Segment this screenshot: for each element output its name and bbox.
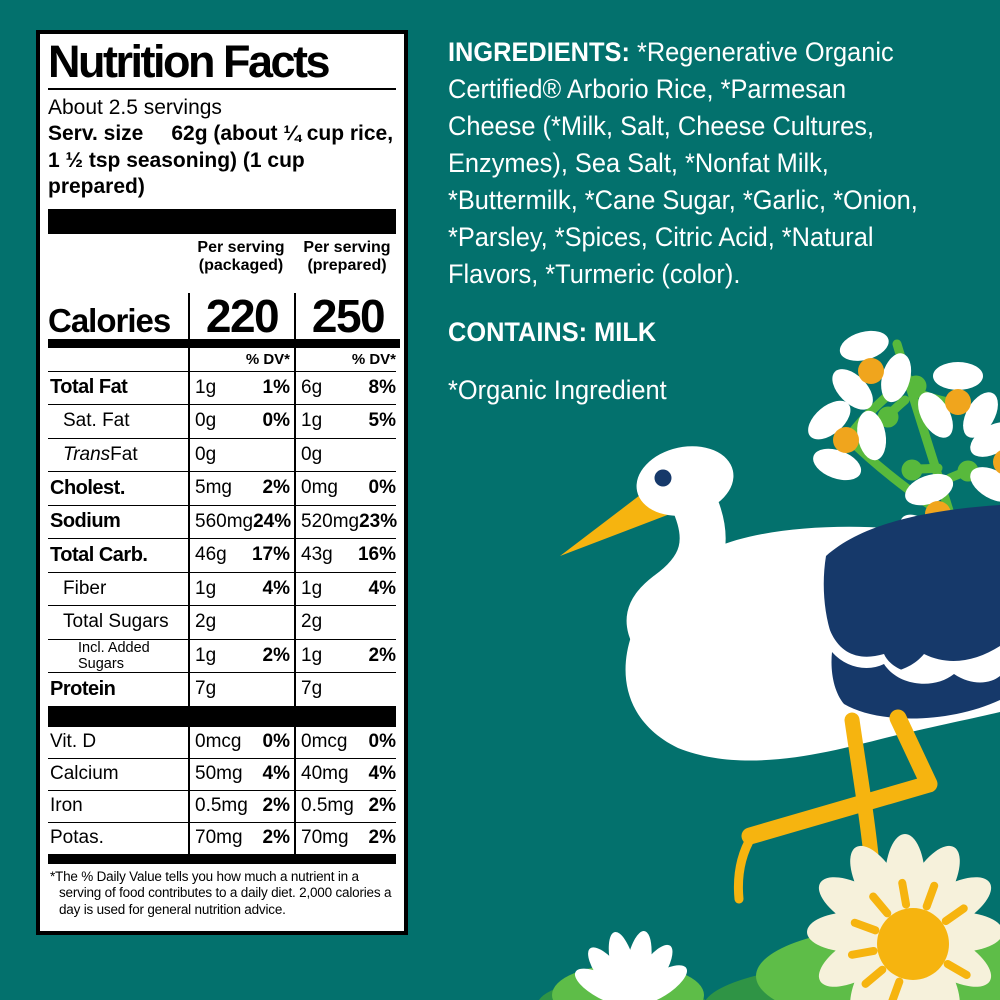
stork-eye: [654, 469, 672, 487]
calories-label: Calories: [48, 301, 171, 339]
contains-statement: CONTAINS: MILK: [448, 317, 657, 347]
nutrient-row-total-sugars: Total Sugars 2g 2g: [48, 605, 396, 639]
vitamin-row-calcium: Calcium 50mg 4% 40mg 4%: [48, 757, 396, 790]
nutrient-row-fiber: Fiber 1g 4% 1g 4%: [48, 571, 396, 606]
nutrient-row-trans-fat: Trans Fat 0g 0g: [48, 437, 396, 472]
nutrient-row-cholesterol: Cholest. 5mg 2% 0mg 0%: [48, 471, 396, 505]
nutrition-facts-label: Nutrition Facts About 2.5 servings Serv.…: [36, 30, 408, 935]
label-title: Nutrition Facts: [48, 36, 331, 87]
dv-header-row: % DV* % DV*: [48, 347, 396, 371]
calories-row: Calories 220 250: [48, 279, 396, 339]
ingredients-line: Certified® Arborio Rice, *Parmesan: [448, 74, 847, 104]
ingredients-line: *Parsley, *Spices, Citric Acid, *Natural: [448, 222, 874, 252]
calories-prepared-value: 250: [294, 292, 400, 339]
stork-head: [636, 446, 734, 516]
daily-value-footnote: *The % Daily Value tells you how much a …: [50, 868, 392, 917]
nutrient-row-total-carb: Total Carb. 46g 17% 43g 16%: [48, 538, 396, 572]
ingredients-line: Enzymes), Sea Salt, *Nonfat Milk,: [448, 148, 829, 178]
serving-size-line2: 1 ½ tsp seasoning) (1 cup prepared): [48, 148, 305, 199]
vitamin-row-vit-d: Vit. D 0mcg 0% 0mcg 0%: [48, 726, 396, 758]
water-lily-large: [807, 834, 1000, 1000]
vitamin-row-potassium: Potas. 70mg 2% 70mg 2%: [48, 821, 396, 854]
section-bar: [48, 705, 396, 727]
dv-header-packaged: % DV*: [188, 347, 294, 371]
calories-packaged-value: 220: [188, 292, 294, 339]
prepared-column-header: Per serving (prepared): [303, 238, 391, 275]
organic-ingredient-note: *Organic Ingredient: [448, 375, 667, 405]
calories-underline: [48, 338, 400, 348]
vitamin-row-iron: Iron 0.5mg 2% 0.5mg 2%: [48, 789, 396, 822]
stork-beak: [560, 486, 670, 556]
section-bar: [48, 208, 396, 234]
stork-wing: [823, 505, 1000, 673]
ingredients-panel: INGREDIENTS: *Regenerative Organic Certi…: [448, 34, 1000, 409]
serving-size-label: Serv. size: [48, 121, 144, 145]
servings-count: About 2.5 servings: [48, 95, 222, 119]
column-headers: Per serving (packaged) Per serving (prep…: [48, 234, 396, 279]
packaged-column-header: Per serving (packaged): [197, 238, 285, 275]
nutrient-row-added-sugars: Incl. Added Sugars 1g 2% 1g 2%: [48, 638, 396, 673]
ingredients-line: Flavors, *Turmeric (color).: [448, 259, 741, 289]
stork-neck: [626, 475, 726, 663]
water-lily-small: [574, 931, 688, 1000]
section-bar: [48, 853, 396, 864]
dv-header-prepared: % DV*: [294, 347, 400, 371]
stork-illustration: [560, 446, 1000, 921]
nutrient-row-total-fat: Total Fat 1g 1% 6g 8%: [48, 370, 396, 405]
nutrient-row-protein: Protein 7g 7g: [48, 672, 396, 706]
ingredients-heading: INGREDIENTS:: [448, 37, 630, 67]
ingredients-line: Cheese (*Milk, Salt, Cheese Cultures,: [448, 111, 874, 141]
title-rule: [48, 87, 396, 90]
ingredients-line: *Buttermilk, *Cane Sugar, *Garlic, *Onio…: [448, 185, 918, 215]
serving-size-value: 62g (about ¼ cup rice,: [171, 121, 394, 145]
nutrient-row-sat-fat: Sat. Fat 0g 0% 1g 5%: [48, 404, 396, 438]
ingredients-heading-line: INGREDIENTS: *Regenerative Organic: [448, 37, 894, 67]
nutrient-row-sodium: Sodium 560mg 24% 520mg 23%: [48, 504, 397, 539]
serving-size-line: Serv. size 62g (about ¼ cup rice,: [48, 121, 396, 148]
